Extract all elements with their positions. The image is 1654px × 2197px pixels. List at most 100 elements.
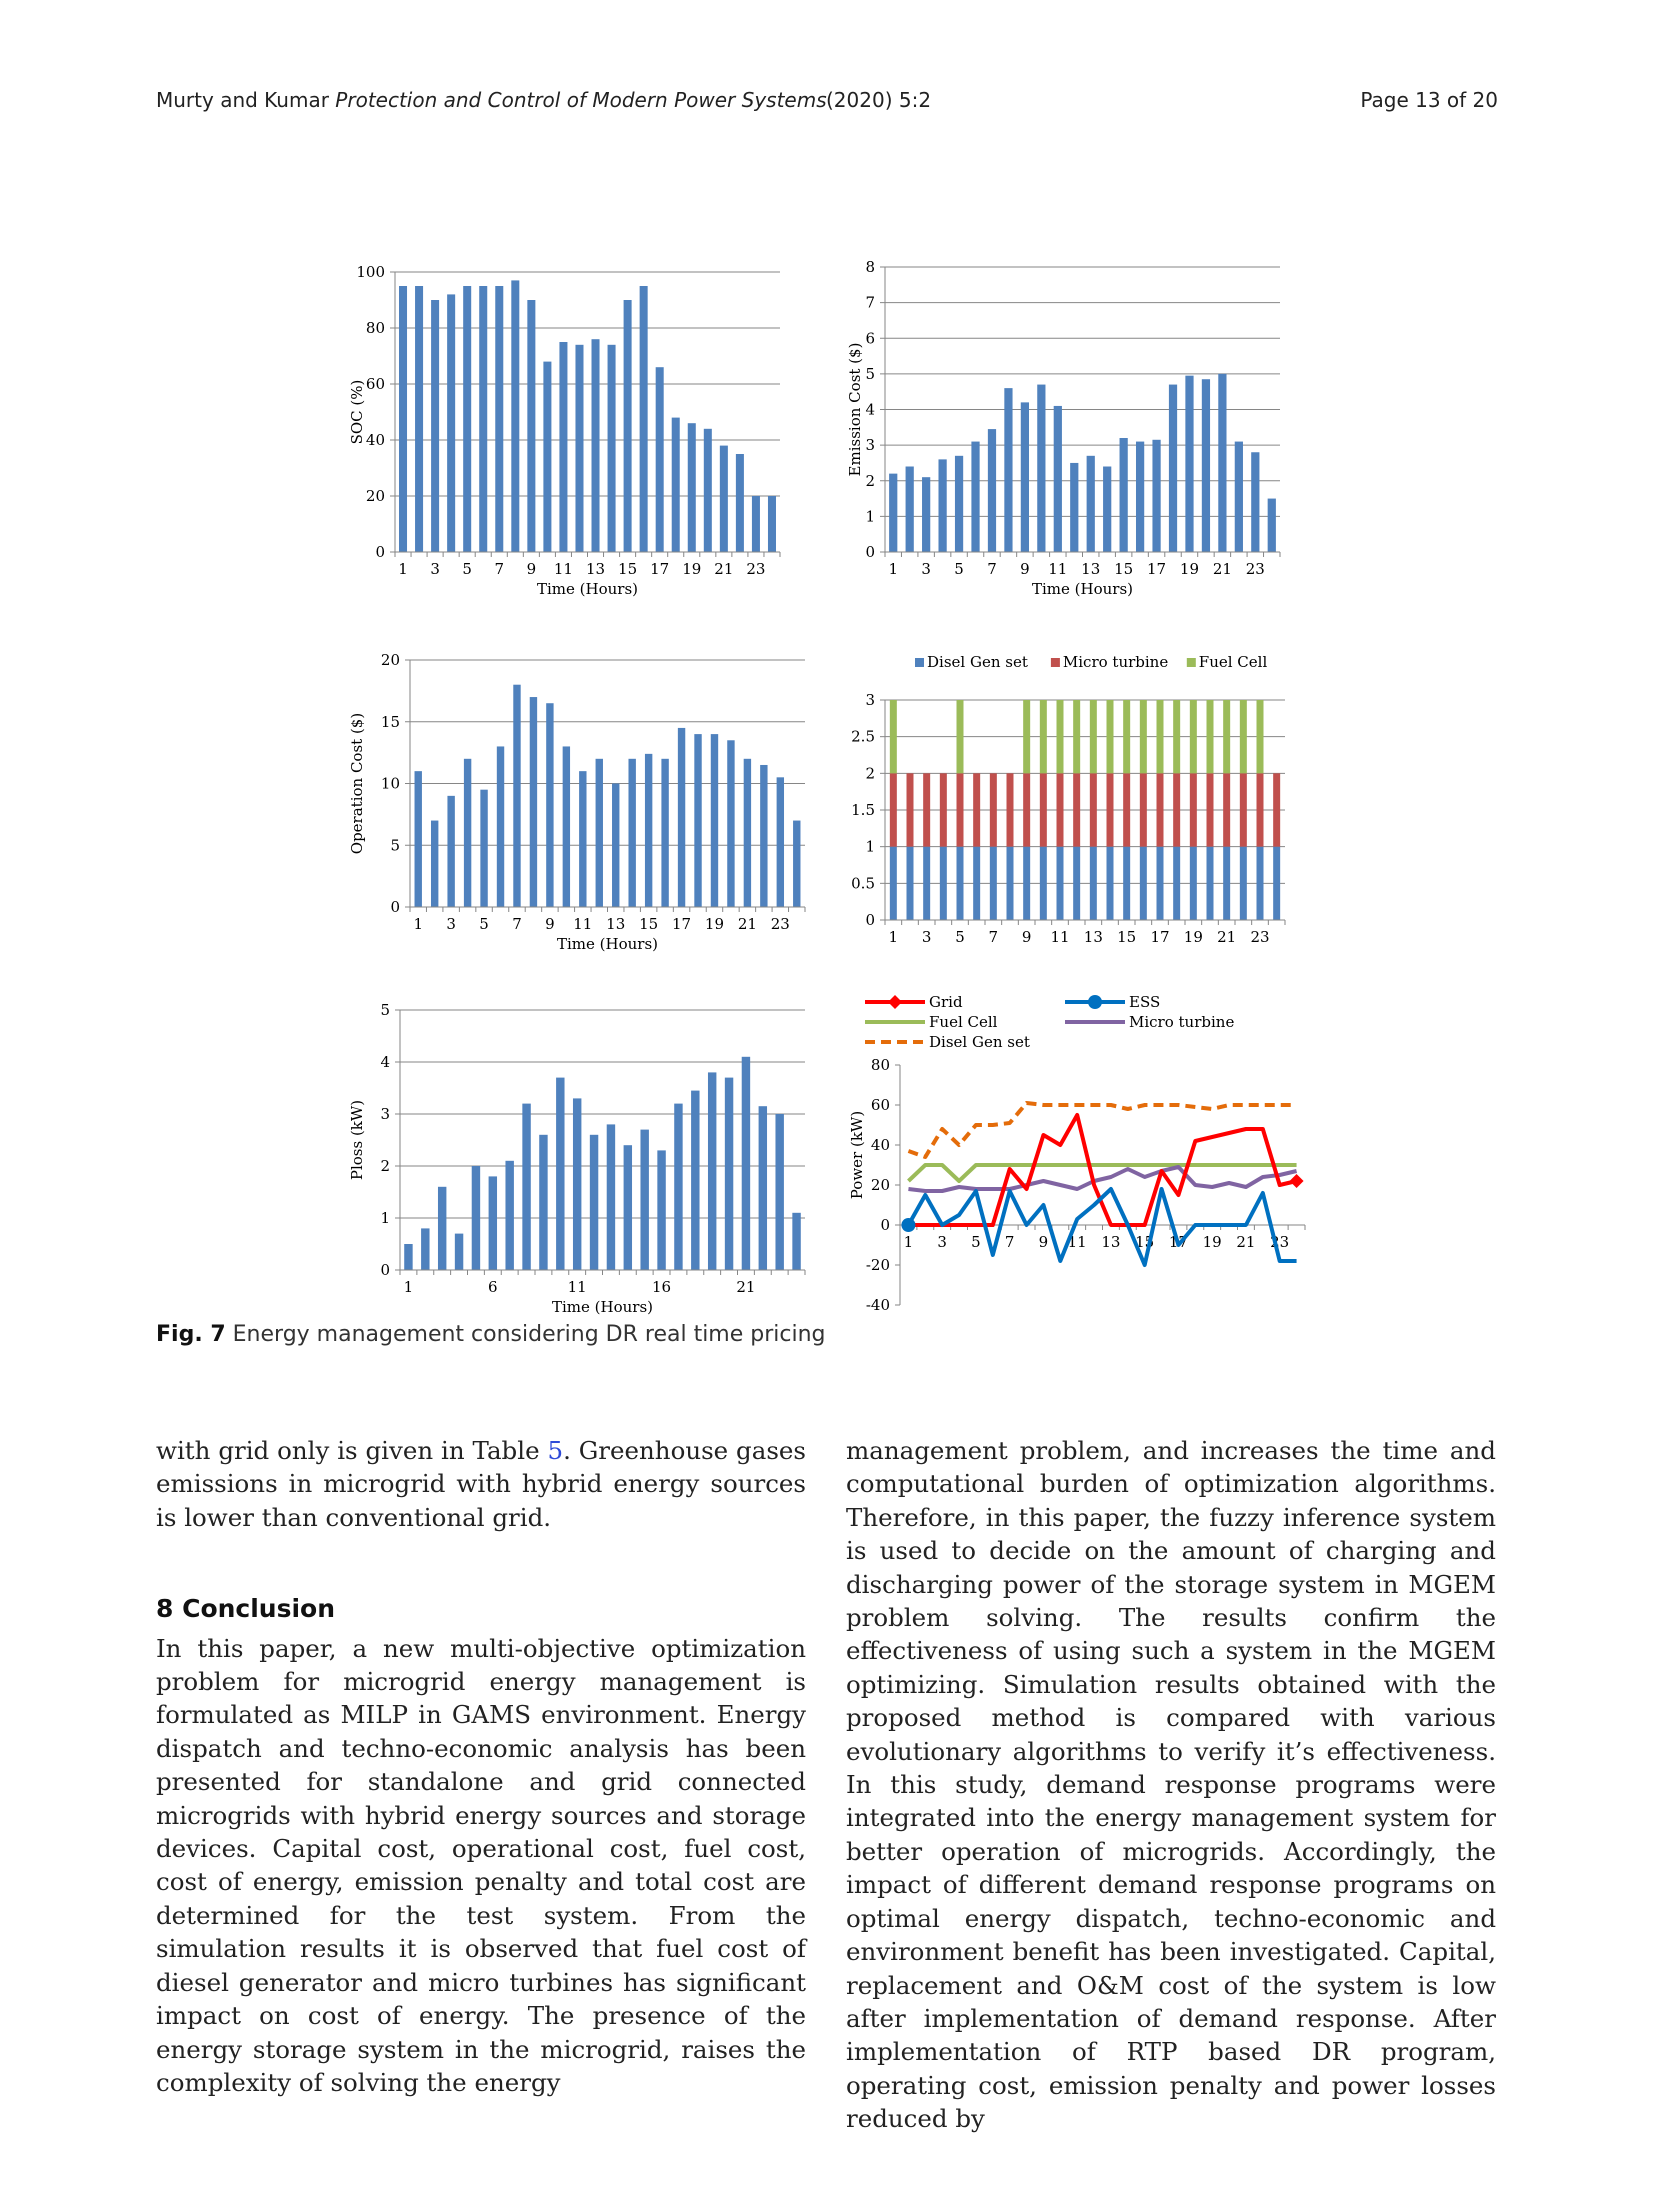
x-tick-label: 21 (714, 560, 733, 578)
y-tick-label: 4 (865, 401, 875, 419)
bar (1168, 384, 1178, 552)
y-tick-label: -20 (866, 1256, 890, 1274)
x-tick-label: 13 (1084, 928, 1103, 946)
bar (793, 820, 801, 907)
bar (1156, 700, 1164, 774)
bar (496, 746, 505, 907)
x-tick-label: 7 (987, 560, 997, 578)
bar (1173, 773, 1181, 847)
y-tick-label: 5 (380, 1001, 390, 1019)
y-tick-label: 15 (381, 713, 400, 731)
bar (1256, 700, 1264, 774)
x-tick-label: 17 (672, 915, 691, 933)
bar (727, 740, 735, 907)
x-tick-label: 21 (1213, 560, 1232, 578)
bar (1139, 700, 1147, 774)
y-tick-label: 7 (865, 294, 875, 312)
bar (691, 1090, 700, 1270)
y-tick-label: 3 (380, 1105, 390, 1123)
y-tick-label: 0 (390, 898, 400, 916)
bar (1251, 452, 1260, 552)
bar (1156, 846, 1164, 920)
bar (1119, 438, 1128, 552)
x-tick-label: 13 (586, 560, 605, 578)
bar (1073, 700, 1081, 774)
bar (674, 1103, 683, 1270)
legend-label: Fuel Cell (1199, 653, 1268, 671)
y-tick-label: 2 (865, 764, 875, 782)
bar (1239, 773, 1247, 847)
y-tick-label: 80 (871, 1056, 890, 1074)
bar (1173, 846, 1181, 920)
bar (905, 466, 914, 552)
x-tick-label: 9 (527, 560, 537, 578)
x-tick-label: 1 (413, 915, 423, 933)
bar (623, 300, 632, 552)
bar (628, 758, 636, 907)
bar (463, 758, 472, 907)
x-tick-label: 23 (1250, 928, 1269, 946)
bar (1139, 773, 1147, 847)
y-tick-label: 0.5 (851, 874, 875, 892)
bar (1256, 773, 1264, 847)
x-axis-label: Time (Hours) (537, 580, 638, 598)
bar (1004, 388, 1013, 552)
x-tick-label: 9 (545, 915, 555, 933)
bar (775, 1114, 784, 1270)
bar (543, 361, 552, 552)
legend-swatch (1050, 658, 1060, 667)
bar (923, 846, 931, 920)
bar (906, 773, 914, 847)
header-authors: Murty and Kumar (156, 88, 329, 112)
bar (719, 445, 728, 552)
right-column: management problem, and increases the ti… (846, 1434, 1496, 2136)
bar (939, 846, 947, 920)
bar (595, 758, 603, 907)
bar (661, 758, 669, 907)
bar (707, 1072, 717, 1270)
bar (1156, 773, 1164, 847)
table-reference-link[interactable]: 5 (547, 1436, 564, 1465)
legend-marker (1088, 995, 1102, 1009)
bar (1123, 773, 1131, 847)
bar (644, 753, 653, 907)
bar (1234, 441, 1243, 552)
x-tick-label: 11 (1050, 928, 1069, 946)
x-tick-label: 17 (650, 560, 669, 578)
x-tick-label: 9 (1039, 1233, 1049, 1251)
bar (1139, 846, 1147, 920)
y-tick-label: 6 (865, 329, 875, 347)
y-tick-label: 1 (380, 1209, 390, 1227)
bar (640, 1129, 649, 1270)
legend-label: Disel Gen set (929, 1033, 1030, 1051)
bar (1135, 441, 1145, 552)
bar (607, 344, 616, 552)
bar (415, 286, 424, 552)
x-tick-label: 3 (430, 560, 440, 578)
bar (939, 773, 947, 847)
bar (1256, 846, 1264, 920)
bar (1106, 700, 1114, 774)
bar (1106, 846, 1114, 920)
y-tick-label: 3 (865, 436, 875, 454)
bar (792, 1212, 801, 1270)
bar (1201, 379, 1211, 552)
bar (1123, 846, 1131, 920)
header-page-number: Page 13 of 20 (1360, 88, 1498, 112)
x-tick-label: 7 (989, 928, 999, 946)
x-tick-label: 6 (488, 1278, 498, 1296)
legend-marker (888, 995, 902, 1009)
y-tick-label: 3 (865, 691, 875, 709)
grid-marker (1289, 1174, 1304, 1188)
bar (989, 846, 997, 920)
x-tick-label: 11 (573, 915, 592, 933)
y-axis-label: Power (kW) (848, 1111, 866, 1199)
bar (923, 773, 931, 847)
bar (546, 703, 554, 907)
x-tick-label: 23 (771, 915, 790, 933)
x-tick-label: 5 (462, 560, 472, 578)
bar (677, 727, 686, 907)
bar (1023, 700, 1031, 774)
